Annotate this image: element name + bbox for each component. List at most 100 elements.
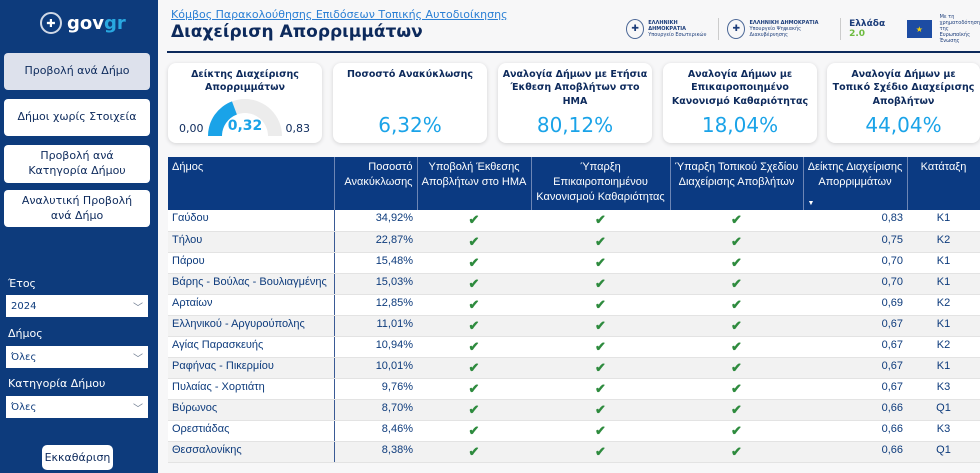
check-icon: ✔ (731, 401, 742, 417)
gauge-chart (208, 99, 282, 136)
check-cell: ✔ (670, 336, 803, 358)
year-select[interactable]: 2024 ﹀ (6, 295, 148, 317)
category-select[interactable]: Όλες ﹀ (6, 396, 148, 418)
logo-line2: Υπουργείο Ψηφιακής Διακυβέρνησης (749, 26, 802, 38)
municipality-select[interactable]: Όλες ﹀ (6, 346, 148, 368)
table-row[interactable]: Βύρωνος 8,70% ✔ ✔ ✔ 0,66 Q1 (168, 399, 980, 421)
check-icon: ✔ (468, 296, 480, 312)
kpi-title: Δείκτης Διαχείρισης Απορριμμάτων (191, 69, 299, 94)
kpi-value: 18,04% (701, 113, 779, 137)
kpi-local-waste-plan: Αναλογία Δήμων με Τοπικό Σχέδιο Διαχείρι… (827, 63, 980, 143)
table-row[interactable]: Αρταίων 12,85% ✔ ✔ ✔ 0,69 K2 (168, 294, 980, 316)
check-cell: ✔ (670, 252, 803, 274)
greece-2-0-logo: Ελλάδα 2.0 (849, 19, 886, 39)
column-header[interactable]: Υποβολή Έκθεσης Αποβλήτων στο ΗΜΑ (417, 157, 532, 210)
check-cell: ✔ (670, 399, 803, 421)
table-cell: K1 (907, 315, 980, 337)
table-cell: Γαύδου (168, 210, 335, 232)
table-cell: 8,70% (334, 399, 417, 421)
table-row[interactable]: Ελληνικού - Αργυρούπολης 11,01% ✔ ✔ ✔ 0,67 K1 (168, 315, 980, 337)
table-cell: 0,70 (803, 252, 907, 274)
column-header[interactable]: Ποσοστό Ανακύκλωσης (334, 157, 418, 210)
logo-text: gov (67, 12, 104, 34)
table-row[interactable]: Ραφήνας - Πικερμίου 10,01% ✔ ✔ ✔ 0,67 K1 (168, 357, 980, 379)
check-cell: ✔ (531, 378, 670, 400)
table-row[interactable]: Γαύδου 34,92% ✔ ✔ ✔ 0,83 K1 (168, 210, 980, 232)
check-icon: ✔ (595, 422, 606, 438)
table-row[interactable]: Πυλαίας - Χορτιάτη 9,76% ✔ ✔ ✔ 0,67 K3 (168, 378, 980, 400)
check-icon: ✔ (731, 359, 742, 375)
table-cell: K2 (907, 294, 980, 316)
nav-by-municipality[interactable]: Προβολή ανά Δήμο (4, 53, 150, 90)
nav-municipalities-no-data[interactable]: Δήμοι χωρίς Στοιχεία (4, 99, 150, 136)
check-cell: ✔ (670, 378, 803, 400)
column-header[interactable]: Δήμος (168, 157, 335, 210)
table-cell: Ορεστιάδας (168, 420, 335, 442)
column-header-label: Δήμος (172, 161, 204, 173)
table-cell: 0,69 (803, 294, 907, 316)
check-icon: ✔ (468, 338, 480, 354)
table-row[interactable]: Θεσσαλονίκης 8,38% ✔ ✔ ✔ 0,66 Q1 (168, 441, 980, 463)
check-icon: ✔ (468, 443, 480, 459)
check-cell: ✔ (417, 315, 531, 337)
column-header-label: Ύπαρξη Τοπικού Σχεδίου Διαχείρισης Αποβλ… (674, 161, 799, 188)
check-cell: ✔ (417, 273, 531, 295)
nav-detailed-view[interactable]: Αναλυτική Προβολή ανά Δήμο (4, 190, 150, 227)
chevron-down-icon: ﹀ (133, 403, 143, 415)
table-cell: Βάρης - Βούλας - Βουλιαγμένης (168, 273, 335, 295)
kpi-title: Αναλογία Δήμων με Τοπικό Σχέδιο Διαχείρι… (832, 69, 975, 107)
check-cell: ✔ (417, 231, 531, 253)
table-cell: Τήλου (168, 231, 335, 253)
check-icon: ✔ (731, 422, 742, 438)
clear-filters-button[interactable]: Εκκαθάριση (42, 445, 113, 470)
check-icon: ✔ (468, 401, 480, 417)
kpi-value: 6,32% (378, 113, 442, 137)
check-cell: ✔ (417, 399, 531, 421)
table-row[interactable]: Βάρης - Βούλας - Βουλιαγμένης 15,03% ✔ ✔ ✔ 0,… (168, 273, 980, 295)
table-cell: Βύρωνος (168, 399, 335, 421)
table-cell: Ελληνικού - Αργυρούπολης (168, 315, 335, 337)
check-icon: ✔ (731, 275, 742, 291)
chevron-down-icon: ﹀ (133, 302, 143, 314)
nav-by-category[interactable]: Προβολή ανά Κατηγορία Δήμου (4, 145, 150, 183)
table-cell: Θεσσαλονίκης (168, 441, 335, 463)
check-icon: ✔ (468, 275, 480, 291)
check-cell: ✔ (417, 336, 531, 358)
govgr-logo: ✚ govgr (40, 12, 126, 34)
column-header[interactable]: Κατάταξη (907, 157, 980, 210)
check-icon: ✔ (468, 212, 480, 227)
table-cell: 12,85% (334, 294, 417, 316)
column-header[interactable]: Ύπαρξη Επικαιροποιημένου Κανονισμού Καθα… (531, 157, 671, 210)
column-header[interactable]: Δείκτης Διαχείρισης Απορριμμάτων ▼ (803, 157, 908, 210)
column-header[interactable]: Ύπαρξη Τοπικού Σχεδίου Διαχείρισης Αποβλ… (670, 157, 804, 210)
column-header-label: Κατάταξη (920, 161, 967, 173)
table-row[interactable]: Πάρου 15,48% ✔ ✔ ✔ 0,70 K1 (168, 252, 980, 274)
year-value: 2024 (11, 300, 37, 312)
table-cell: K2 (907, 336, 980, 358)
table-cell: 0,67 (803, 336, 907, 358)
check-cell: ✔ (417, 441, 531, 463)
table-cell: Q1 (907, 441, 980, 463)
table-row[interactable]: Τήλου 22,87% ✔ ✔ ✔ 0,75 K2 (168, 231, 980, 253)
check-icon: ✔ (595, 338, 606, 354)
sort-descending-icon[interactable]: ▼ (807, 199, 815, 207)
check-icon: ✔ (595, 296, 606, 312)
check-icon: ✔ (731, 338, 742, 354)
table-cell: 8,38% (334, 441, 417, 463)
table-cell: 9,76% (334, 378, 417, 400)
table-cell: 34,92% (334, 210, 417, 232)
check-cell: ✔ (417, 294, 531, 316)
gauge-min: 0,00 (179, 122, 204, 135)
check-cell: ✔ (417, 378, 531, 400)
check-icon: ✔ (731, 380, 742, 396)
column-header-label: Υποβολή Έκθεσης Αποβλήτων στο ΗΜΑ (421, 161, 527, 188)
portal-link[interactable]: Κόμβος Παρακολούθησης Επιδόσεων Τοπικής … (171, 8, 508, 21)
kpi-title: Αναλογία Δήμων με Ετήσια Έκθεση Αποβλήτω… (502, 69, 648, 107)
table-row[interactable]: Ορεστιάδας 8,46% ✔ ✔ ✔ 0,66 K3 (168, 420, 980, 442)
table-cell: K2 (907, 231, 980, 253)
check-cell: ✔ (670, 294, 803, 316)
check-cell: ✔ (531, 231, 670, 253)
table-row[interactable]: Αγίας Παρασκευής 10,94% ✔ ✔ ✔ 0,67 K2 (168, 336, 980, 358)
check-icon: ✔ (731, 443, 742, 459)
table-cell: 22,87% (334, 231, 417, 253)
